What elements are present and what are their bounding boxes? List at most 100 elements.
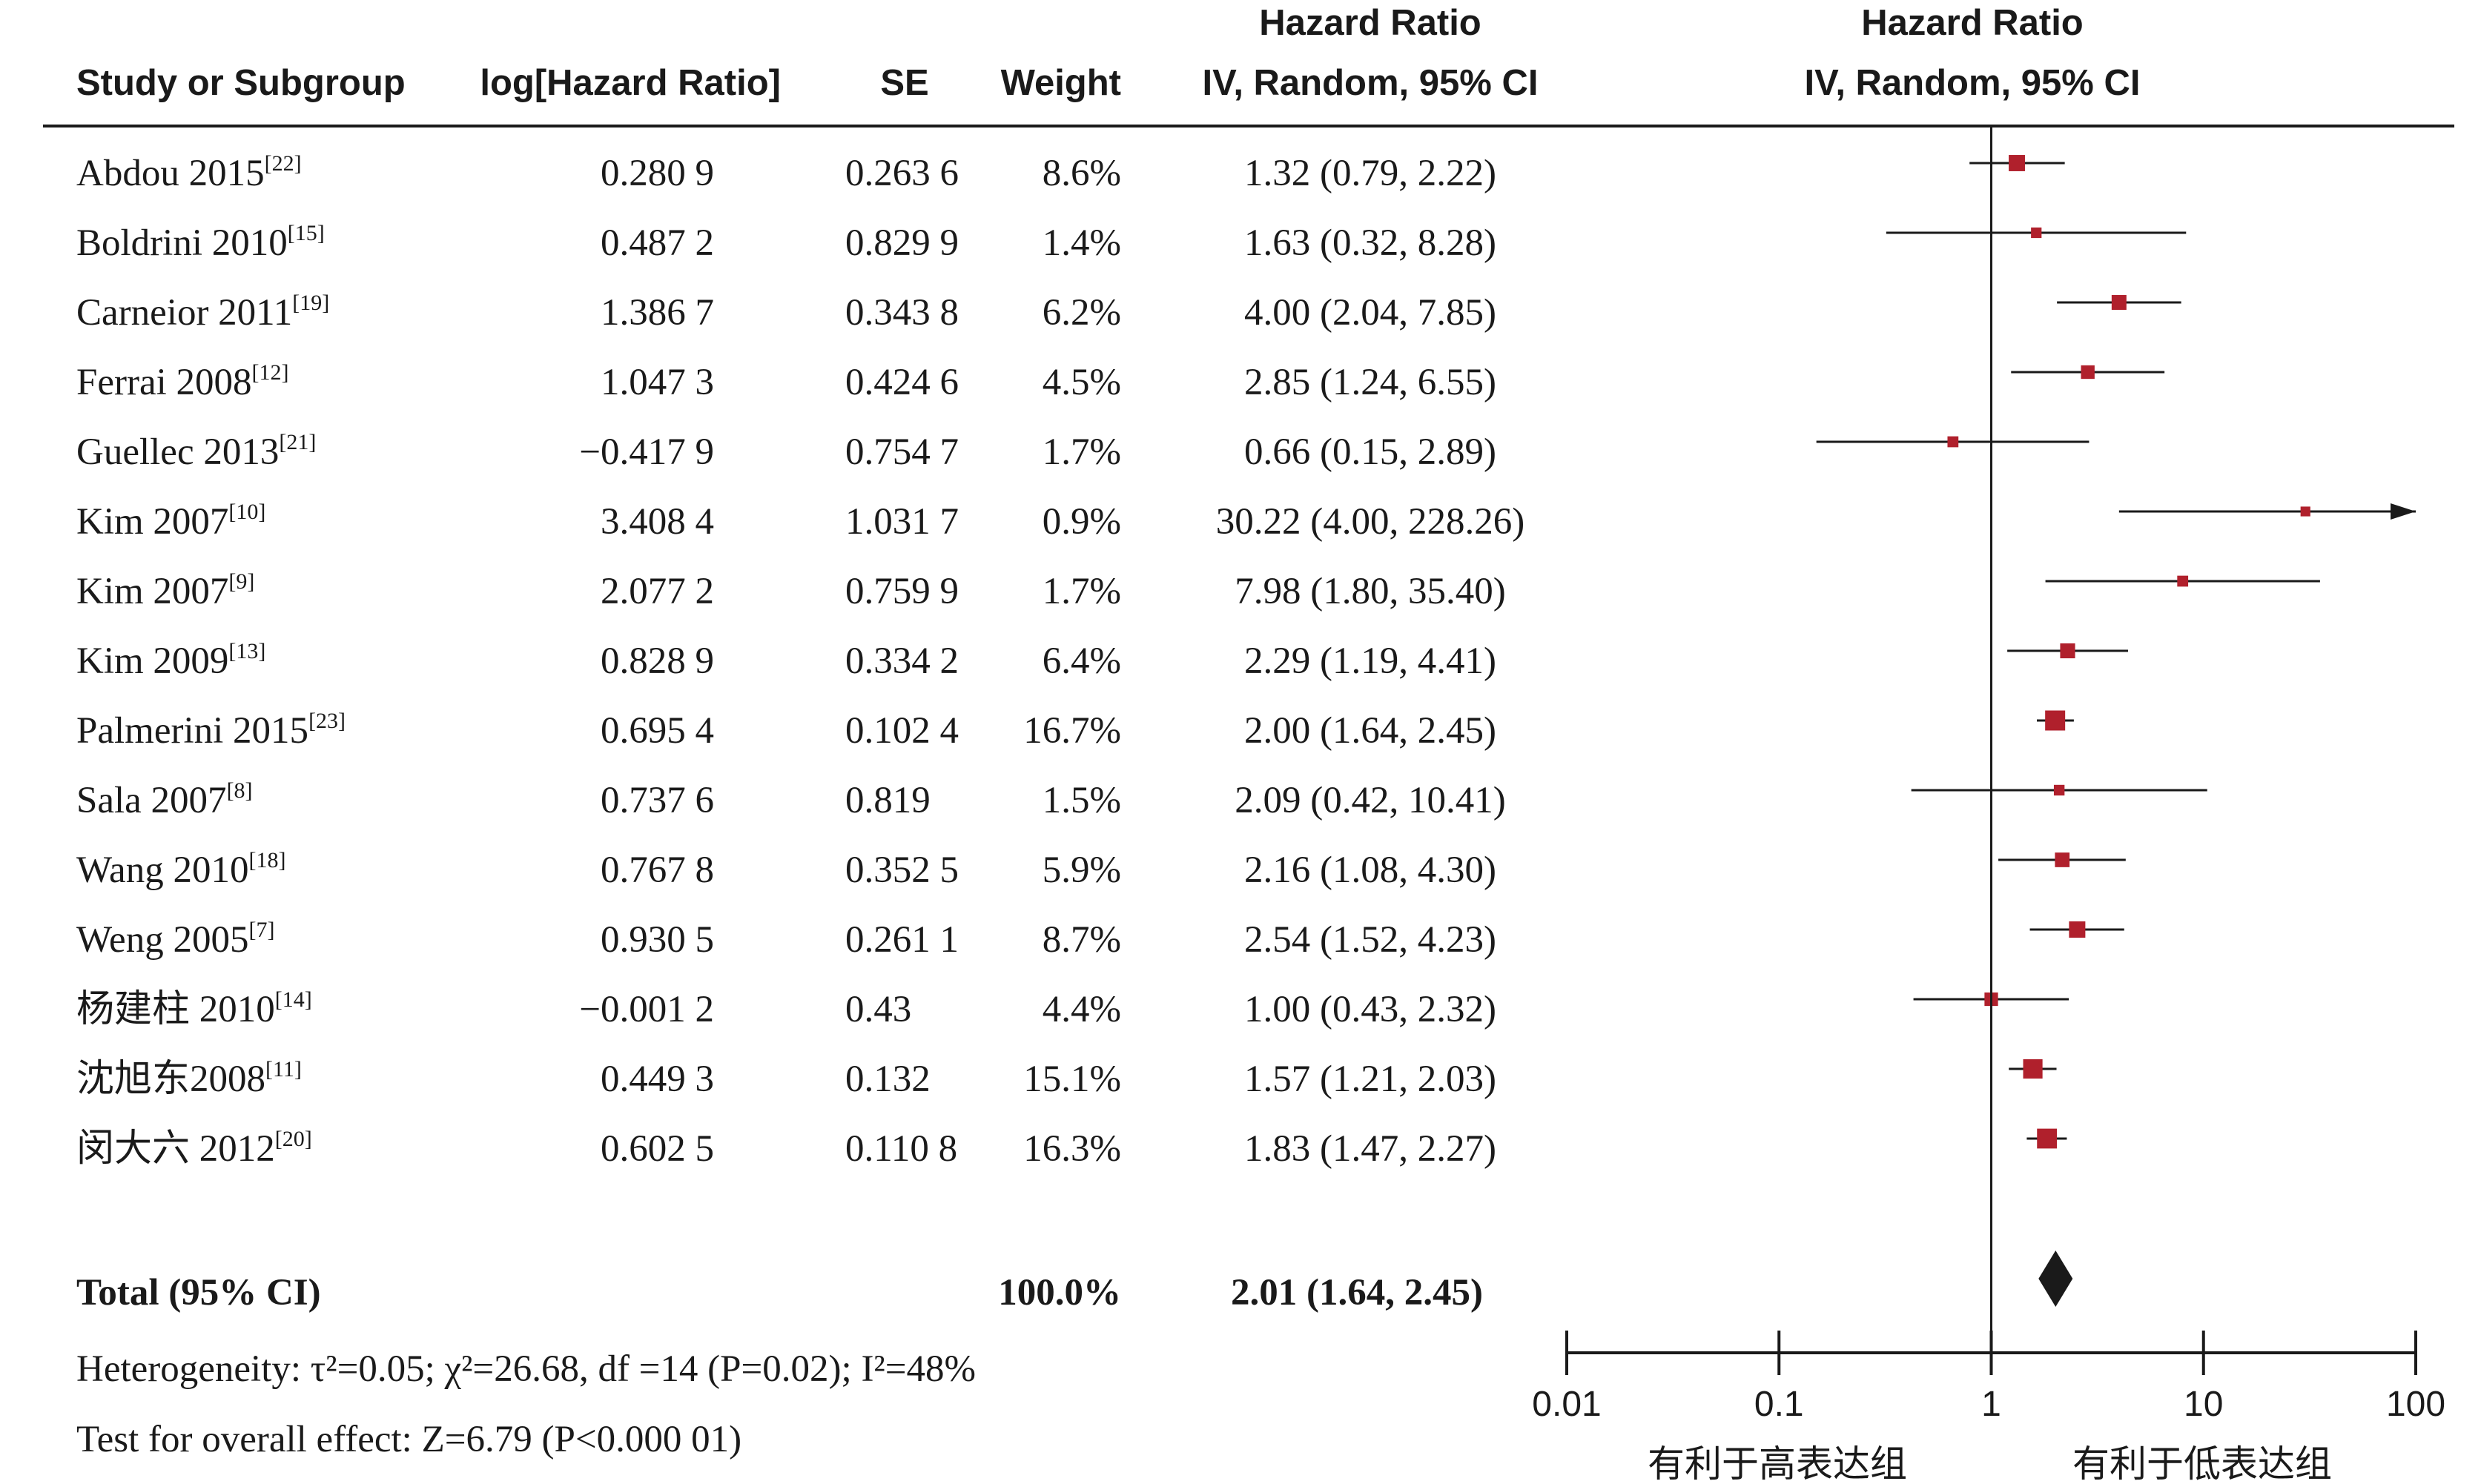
study-ci: 2.85 (1.24, 6.55) xyxy=(1244,362,1496,403)
study-ci: 2.16 (1.08, 4.30) xyxy=(1244,849,1496,891)
study-se: 0.261 1 xyxy=(845,919,959,961)
study-ci: 30.22 (4.00, 228.26) xyxy=(1216,501,1524,543)
study-name: 闵大六 2012[20] xyxy=(76,1127,312,1170)
header-se: SE xyxy=(880,63,928,103)
study-name: Abdou 2015[22] xyxy=(76,151,302,194)
point-estimate xyxy=(2045,710,2066,731)
study-se: 0.754 7 xyxy=(845,431,959,473)
point-estimate xyxy=(1947,436,1959,448)
favours-right-label: 有利于低表达组 xyxy=(2072,1442,2332,1484)
study-name: Kim 2007[9] xyxy=(76,569,254,612)
point-estimate xyxy=(2300,506,2310,517)
study-ci: 2.29 (1.19, 4.41) xyxy=(1244,640,1496,682)
study-loghr: 0.487 2 xyxy=(601,222,714,264)
plot-title: Hazard Ratio xyxy=(1861,3,2084,43)
study-name: Wang 2010[18] xyxy=(76,848,285,891)
heterogeneity-text: Heterogeneity: τ²=0.05; χ²=26.68, df =14… xyxy=(76,1348,976,1390)
study-se: 0.829 9 xyxy=(845,222,959,264)
point-estimate xyxy=(2177,575,2189,587)
point-estimate xyxy=(2060,643,2075,659)
study-loghr: 0.280 9 xyxy=(601,153,714,194)
point-estimate xyxy=(2023,1059,2043,1079)
study-name: Guellec 2013[21] xyxy=(76,430,316,473)
study-reference: [15] xyxy=(288,221,325,245)
study-rows: Abdou 2015[22] 0.280 9 0.263 6 8.6% 1.32 (0.… xyxy=(76,151,2416,1170)
study-reference: [14] xyxy=(275,987,312,1012)
header-study: Study or Subgroup xyxy=(76,63,406,103)
study-weight: 5.9% xyxy=(1043,849,1121,891)
study-loghr: 2.077 2 xyxy=(601,571,714,612)
study-se: 0.43 xyxy=(845,989,911,1030)
study-ci: 1.00 (0.43, 2.32) xyxy=(1244,989,1496,1030)
study-loghr: 0.930 5 xyxy=(601,919,714,961)
x-axis: 0.01 0.1 1 10 100 xyxy=(1532,1331,2445,1424)
study-se: 0.352 5 xyxy=(845,849,959,891)
point-estimate xyxy=(2009,155,2025,171)
study-loghr: 0.695 4 xyxy=(601,710,714,752)
study-weight: 15.1% xyxy=(1023,1059,1121,1100)
study-weight: 0.9% xyxy=(1043,501,1121,543)
study-weight: 6.2% xyxy=(1043,292,1121,334)
point-estimate xyxy=(2069,921,2086,938)
header-hr-method: IV, Random, 95% CI xyxy=(1203,63,1539,103)
study-loghr: −0.001 2 xyxy=(579,989,714,1030)
favours-left-label: 有利于高表达组 xyxy=(1648,1442,1907,1484)
study-reference: [12] xyxy=(252,360,289,385)
study-se: 1.031 7 xyxy=(845,501,959,543)
study-reference: [9] xyxy=(228,569,254,594)
ci-overflow-arrow xyxy=(2391,503,2416,520)
study-loghr: 0.767 8 xyxy=(601,849,714,891)
header-loghr: log[Hazard Ratio] xyxy=(480,63,781,103)
study-reference: [18] xyxy=(248,848,285,872)
study-se: 0.102 4 xyxy=(845,710,959,752)
study-reference: [19] xyxy=(292,291,329,315)
study-reference: [21] xyxy=(279,430,316,454)
study-loghr: −0.417 9 xyxy=(579,431,714,473)
study-loghr: 0.449 3 xyxy=(601,1059,714,1100)
study-weight: 8.6% xyxy=(1043,153,1121,194)
point-estimate xyxy=(2081,365,2095,380)
axis-tick-label: 100 xyxy=(2386,1385,2445,1424)
study-name: Ferrai 2008[12] xyxy=(76,360,289,403)
study-reference: [7] xyxy=(248,918,274,942)
study-ci: 4.00 (2.04, 7.85) xyxy=(1244,292,1496,334)
study-name: Boldrini 2010[15] xyxy=(76,221,325,264)
study-name: Carneior 2011[19] xyxy=(76,291,329,334)
study-loghr: 0.737 6 xyxy=(601,780,714,821)
study-ci: 1.32 (0.79, 2.22) xyxy=(1244,153,1496,194)
study-loghr: 1.047 3 xyxy=(601,362,714,403)
study-ci: 1.57 (1.21, 2.03) xyxy=(1244,1059,1496,1100)
study-reference: [10] xyxy=(228,500,265,524)
total-weight: 100.0% xyxy=(998,1272,1121,1314)
study-weight: 16.7% xyxy=(1023,710,1121,752)
study-se: 0.263 6 xyxy=(845,153,959,194)
study-ci: 1.83 (1.47, 2.27) xyxy=(1244,1128,1496,1170)
plot-method: IV, Random, 95% CI xyxy=(1805,63,2141,103)
study-loghr: 0.828 9 xyxy=(601,640,714,682)
study-se: 0.759 9 xyxy=(845,571,959,612)
study-se: 0.132 xyxy=(845,1059,931,1100)
total-label: Total (95% CI) xyxy=(76,1272,321,1314)
header-hr-title: Hazard Ratio xyxy=(1259,3,1481,43)
axis-tick-label: 1 xyxy=(1981,1385,2001,1424)
point-estimate xyxy=(2111,295,2127,310)
study-reference: [23] xyxy=(308,709,346,733)
study-loghr: 3.408 4 xyxy=(601,501,714,543)
study-se: 0.343 8 xyxy=(845,292,959,334)
study-se: 0.424 6 xyxy=(845,362,959,403)
study-reference: [20] xyxy=(275,1127,312,1151)
study-weight: 1.5% xyxy=(1043,780,1121,821)
axis-tick-label: 10 xyxy=(2184,1385,2223,1424)
study-ci: 0.66 (0.15, 2.89) xyxy=(1244,431,1496,473)
study-ci: 7.98 (1.80, 35.40) xyxy=(1235,571,1505,612)
study-ci: 2.00 (1.64, 2.45) xyxy=(1244,710,1496,752)
study-se: 0.110 8 xyxy=(845,1128,957,1170)
study-reference: [8] xyxy=(227,778,253,803)
study-weight: 1.7% xyxy=(1043,431,1121,473)
study-reference: [13] xyxy=(228,639,265,663)
study-name: Kim 2009[13] xyxy=(76,639,265,682)
study-se: 0.334 2 xyxy=(845,640,959,682)
study-weight: 16.3% xyxy=(1023,1128,1121,1170)
study-ci: 1.63 (0.32, 8.28) xyxy=(1244,222,1496,264)
